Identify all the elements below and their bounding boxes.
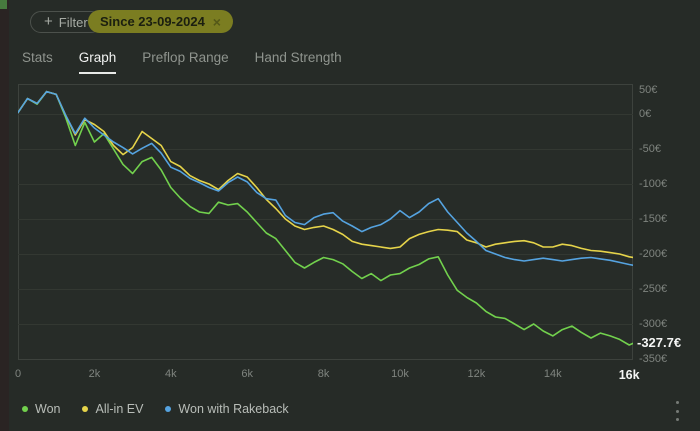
filter-chip-label: Since 23-09-2024 xyxy=(100,14,205,29)
x-tick-label: 4k xyxy=(164,368,177,380)
legend-label-allin-ev: All-in EV xyxy=(95,402,144,416)
current-value-label: -327.7€ xyxy=(637,335,682,351)
legend-item-won-with-rakeback[interactable]: Won with Rakeback xyxy=(165,402,289,416)
window-edge-accent xyxy=(0,0,7,9)
kebab-menu-icon[interactable] xyxy=(671,401,683,421)
legend-item-allin-ev[interactable]: All-in EV xyxy=(82,402,143,416)
plus-icon: + xyxy=(44,13,53,30)
filter-chip-since-date[interactable]: Since 23-09-2024 × xyxy=(88,10,233,33)
y-tick-label: 0€ xyxy=(639,108,652,120)
y-tick-label: -200€ xyxy=(639,248,668,260)
y-tick-label: -100€ xyxy=(639,178,668,190)
x-tick-label: 0 xyxy=(14,368,22,380)
tab-graph[interactable]: Graph xyxy=(78,50,117,74)
close-icon[interactable]: × xyxy=(212,13,221,30)
series-line-all-in-ev xyxy=(18,90,633,259)
add-filter-label: Filter xyxy=(58,14,88,30)
tab-preflop-range[interactable]: Preflop Range xyxy=(142,50,229,65)
y-tick-label: -50€ xyxy=(639,143,662,155)
x-tick-label: 8k xyxy=(317,368,330,380)
x-tick-label: 14k xyxy=(543,368,562,380)
legend-item-won[interactable]: Won xyxy=(22,402,60,416)
series-line-won-with-rakeback xyxy=(18,90,633,266)
tab-stats[interactable]: Stats xyxy=(22,50,53,65)
y-tick-label: -300€ xyxy=(639,318,668,330)
legend-label-won: Won xyxy=(35,402,61,416)
allin-ev-series-dot-icon xyxy=(82,406,89,412)
window-edge xyxy=(0,0,9,431)
tab-hand-strength[interactable]: Hand Strength xyxy=(254,50,342,65)
chart-legend: Won All-in EV Won with Rakeback xyxy=(22,402,289,416)
tab-bar: Stats Graph Preflop Range Hand Strength xyxy=(22,50,342,74)
winnings-line-chart[interactable] xyxy=(18,84,633,360)
y-tick-label: -150€ xyxy=(639,213,668,225)
results-graph-plot-area[interactable] xyxy=(18,84,633,360)
won-series-dot-icon xyxy=(22,406,28,412)
y-tick-label: 50€ xyxy=(639,84,658,96)
legend-label-won-with-rakeback: Won with Rakeback xyxy=(178,402,289,416)
won-with-rakeback-series-dot-icon xyxy=(165,406,172,412)
x-tick-label: 12k xyxy=(467,368,486,380)
y-tick-label: -350€ xyxy=(639,353,668,365)
x-tick-label: 16k xyxy=(618,368,640,382)
series-line-won xyxy=(18,90,633,346)
x-tick-label: 2k xyxy=(88,368,101,380)
y-tick-label: -250€ xyxy=(639,283,668,295)
x-tick-label: 10k xyxy=(391,368,409,380)
x-tick-label: 6k xyxy=(241,368,253,380)
